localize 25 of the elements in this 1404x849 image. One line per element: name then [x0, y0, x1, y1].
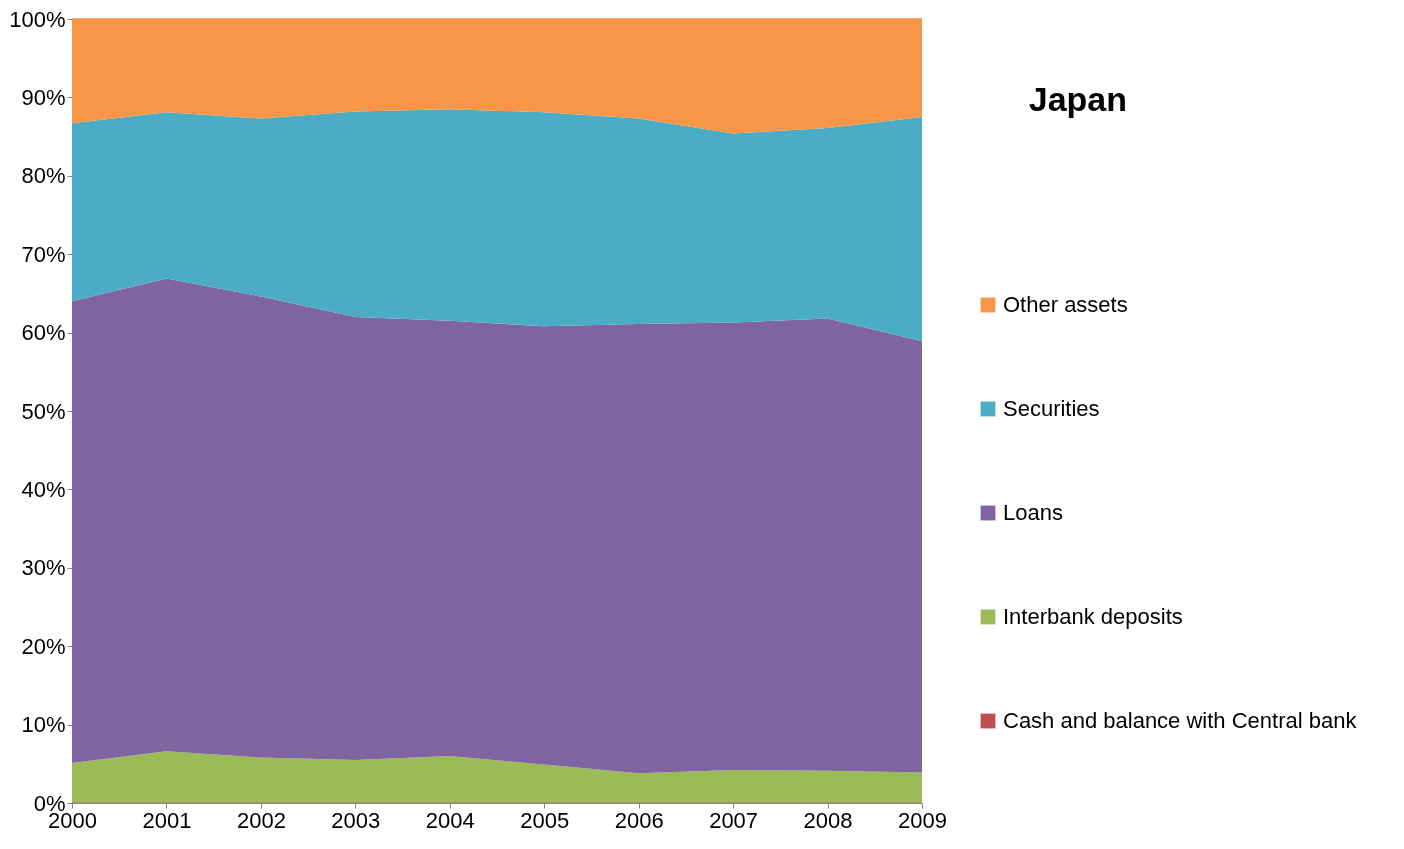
x-tick-label: 2004 — [425, 807, 475, 833]
x-tick-label: 2002 — [236, 807, 286, 833]
y-tick-label: 50% — [21, 398, 66, 424]
y-tick-label: 30% — [21, 555, 66, 581]
x-tick-label: 2001 — [142, 807, 192, 833]
x-tick-label: 2006 — [614, 807, 664, 833]
y-tick-label: 60% — [21, 320, 66, 346]
y-tick-label: 90% — [21, 84, 66, 110]
y-tick-label: 40% — [21, 476, 66, 502]
x-tick-label: 2009 — [898, 807, 947, 833]
y-tick-label: 20% — [21, 633, 66, 659]
x-tick-label: 2005 — [520, 807, 570, 833]
y-tick-label: 100% — [9, 6, 66, 32]
legend-label: Cash and balance with Central bank — [1003, 708, 1358, 733]
legend-label: Securities — [1003, 396, 1100, 421]
legend-label: Other assets — [1003, 292, 1128, 317]
text: Japan — [1028, 80, 1127, 118]
y-tick-label: 70% — [21, 241, 66, 267]
y-tick-label: 10% — [21, 712, 66, 738]
legend-label: Loans — [1003, 500, 1063, 525]
x-tick-label: 2007 — [709, 807, 759, 833]
x-tick-label: 2008 — [803, 807, 853, 833]
x-tick-label: 2003 — [331, 807, 381, 833]
legend-label: Interbank deposits — [1003, 604, 1183, 629]
y-tick-label: 80% — [21, 163, 66, 189]
